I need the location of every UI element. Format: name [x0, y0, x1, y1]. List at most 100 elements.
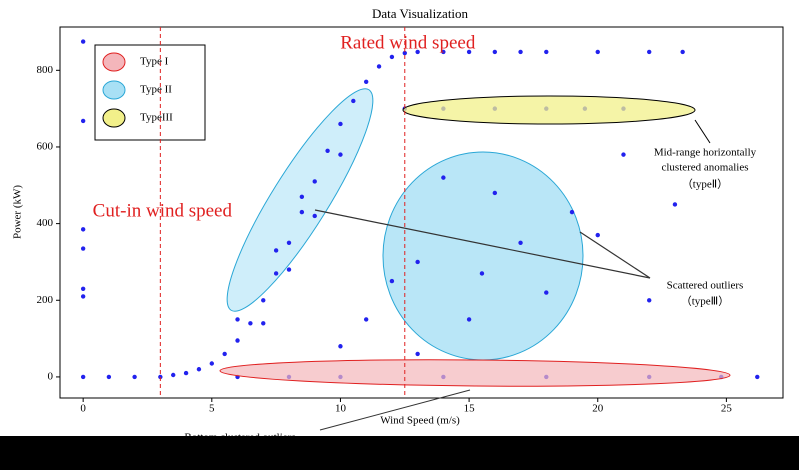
leader-line [579, 231, 651, 279]
x-tick-label: 25 [721, 403, 733, 415]
y-tick-label: 400 [37, 217, 54, 229]
point [479, 271, 485, 276]
point [569, 209, 575, 215]
x-tick-label: 15 [464, 403, 476, 415]
point [286, 240, 292, 245]
point [492, 190, 498, 196]
annotation: Scattered outliers [667, 280, 744, 292]
annotation-overlays [219, 95, 731, 431]
legend-label: Type II [140, 84, 172, 96]
point [338, 152, 343, 157]
point [222, 351, 227, 357]
point [299, 209, 305, 215]
bottom-band [0, 436, 799, 470]
point [80, 39, 86, 44]
point [80, 246, 86, 251]
point [363, 79, 369, 85]
point [389, 278, 395, 284]
point [158, 374, 163, 380]
point [312, 179, 317, 184]
point [338, 121, 343, 127]
legend-swatch [102, 52, 126, 72]
point [171, 372, 176, 378]
point [647, 298, 652, 303]
leader-line [314, 209, 651, 279]
point [415, 259, 420, 265]
chart-title: Data Visualization [372, 6, 469, 21]
point [248, 321, 253, 326]
type-ii-ellipse [226, 88, 374, 312]
y-axis-label: Power (kW) [12, 185, 24, 239]
point [755, 374, 760, 380]
plot-frame [59, 26, 784, 399]
type-iii-circle [382, 151, 584, 361]
annotation-shapes [226, 88, 584, 361]
point [441, 175, 446, 180]
point [106, 374, 112, 380]
legend-label: Type I [140, 56, 169, 68]
point [286, 267, 292, 272]
point [544, 290, 549, 295]
point [351, 98, 356, 104]
point [80, 374, 86, 380]
point [492, 49, 498, 55]
point [209, 361, 215, 366]
point [325, 148, 330, 153]
legend-swatch [102, 108, 126, 128]
leader-line [694, 119, 711, 144]
reference-label: Cut-in wind speed [93, 200, 233, 221]
legend-label: TypeIII [140, 112, 173, 124]
point [338, 344, 343, 349]
point [680, 49, 685, 55]
y-tick-label: 200 [37, 294, 54, 306]
type-i-ellipse [219, 359, 731, 387]
reference-label: Rated wind speed [340, 32, 476, 53]
point [647, 49, 652, 55]
point [389, 54, 395, 60]
point [312, 213, 317, 219]
point [80, 286, 86, 291]
point [363, 317, 369, 322]
point [672, 202, 678, 207]
annotation: Mid-range horizontally [654, 147, 757, 159]
annotation: （typeⅢ） [681, 295, 730, 308]
point [595, 232, 600, 238]
point [466, 317, 472, 322]
point [261, 321, 266, 326]
legend-swatch [102, 80, 126, 100]
point [273, 271, 279, 276]
point [299, 194, 305, 199]
y-tick-label: 600 [37, 140, 54, 152]
point [518, 49, 523, 55]
legend: Type I Type II TypeIII [94, 44, 206, 141]
point [415, 351, 420, 357]
annotation: （typeⅡ） [682, 178, 728, 191]
point [466, 49, 472, 55]
x-tick-label: 5 [209, 403, 215, 415]
point [132, 374, 137, 380]
x-axis-label: Wind Speed (m/s) [380, 415, 460, 427]
point [196, 367, 202, 372]
point [80, 227, 86, 232]
y-tick-label: 800 [37, 64, 54, 76]
point [235, 317, 240, 322]
x-tick-label: 10 [335, 403, 347, 415]
point [183, 370, 189, 376]
point [235, 338, 240, 343]
point [518, 240, 523, 245]
x-tick-label: 0 [80, 403, 86, 415]
point [544, 49, 549, 55]
type-ii-horizontal-ellipse [402, 95, 696, 125]
y-tick-label: 0 [48, 370, 54, 382]
point [261, 298, 266, 303]
point [402, 50, 407, 56]
leader-line [319, 389, 471, 431]
point [376, 64, 382, 69]
point [441, 49, 446, 55]
point [415, 49, 420, 55]
point [80, 294, 86, 299]
x-tick-label: 20 [592, 403, 604, 415]
point [621, 152, 626, 157]
point [273, 248, 279, 253]
